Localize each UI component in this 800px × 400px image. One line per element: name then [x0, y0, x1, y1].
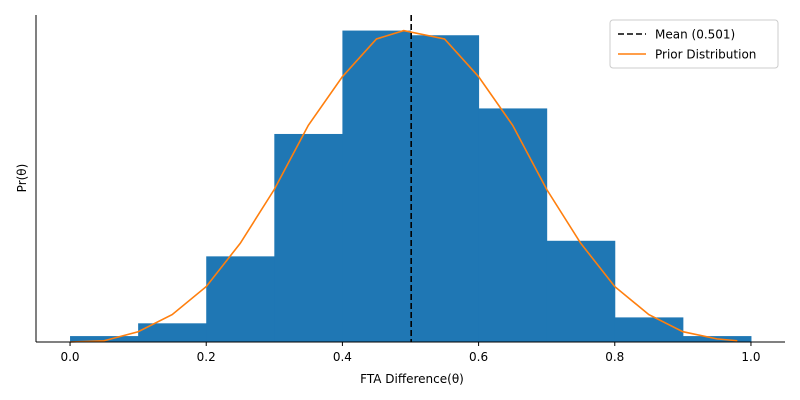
histogram-bar: [614, 317, 684, 342]
histogram-bar: [342, 30, 411, 342]
histogram-bar: [546, 240, 616, 342]
prior-distribution-curve: [70, 29, 738, 343]
legend: Mean (0.501) Prior Distribution: [609, 19, 779, 69]
x-tick-label: 0.2: [197, 350, 216, 364]
x-tick-label: 0.4: [333, 350, 352, 364]
histogram-bar: [138, 323, 207, 342]
x-tick-label: 1.0: [741, 350, 760, 364]
x-ticks: 0.0 0.2 0.4 0.6 0.8 1.0: [60, 342, 761, 364]
histogram-bar: [478, 108, 548, 342]
histogram-bar: [206, 256, 275, 342]
histogram-bar: [70, 336, 139, 342]
legend-prior-label: Prior Distribution: [655, 48, 756, 62]
y-axis-label: Pr(θ): [15, 164, 29, 193]
x-tick-label: 0.8: [605, 350, 624, 364]
x-tick-label: 0.6: [469, 350, 488, 364]
x-tick-label: 0.0: [60, 350, 79, 364]
x-axis-label: FTA Difference(θ): [360, 372, 464, 386]
axes: [35, 15, 785, 343]
legend-mean-label: Mean (0.501): [655, 28, 735, 42]
histogram-bar: [410, 35, 480, 342]
histogram-bar: [274, 133, 343, 342]
legend-box: [609, 19, 779, 69]
